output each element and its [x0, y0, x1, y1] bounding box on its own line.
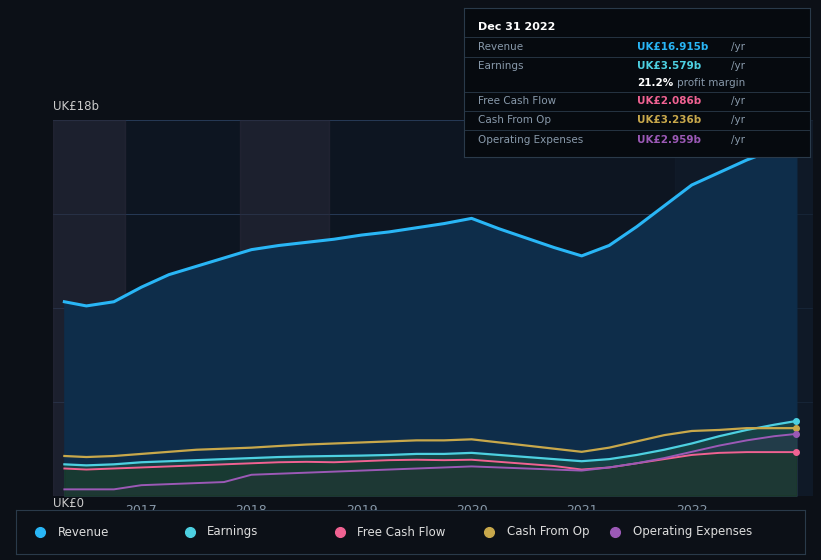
- Text: UK£16.915b: UK£16.915b: [637, 42, 709, 52]
- Text: Revenue: Revenue: [57, 525, 108, 539]
- Text: Operating Expenses: Operating Expenses: [478, 135, 583, 144]
- Text: UK£2.959b: UK£2.959b: [637, 135, 701, 144]
- Bar: [675, 120, 813, 496]
- Text: /yr: /yr: [731, 96, 745, 106]
- Text: Revenue: Revenue: [478, 42, 523, 52]
- Text: Operating Expenses: Operating Expenses: [633, 525, 752, 539]
- Text: UK£3.236b: UK£3.236b: [637, 115, 701, 125]
- Text: Earnings: Earnings: [207, 525, 259, 539]
- Text: UK£3.579b: UK£3.579b: [637, 60, 701, 71]
- Bar: [53, 120, 125, 496]
- Text: profit margin: profit margin: [677, 78, 745, 87]
- Text: Cash From Op: Cash From Op: [478, 115, 551, 125]
- Text: UK£2.086b: UK£2.086b: [637, 96, 701, 106]
- Text: /yr: /yr: [731, 60, 745, 71]
- Text: Earnings: Earnings: [478, 60, 523, 71]
- Text: /yr: /yr: [731, 42, 745, 52]
- Text: Free Cash Flow: Free Cash Flow: [357, 525, 445, 539]
- Text: /yr: /yr: [731, 115, 745, 125]
- Bar: [241, 120, 328, 496]
- Text: UK£18b: UK£18b: [53, 100, 99, 113]
- Text: 21.2%: 21.2%: [637, 78, 673, 87]
- Text: /yr: /yr: [731, 135, 745, 144]
- Text: Cash From Op: Cash From Op: [507, 525, 589, 539]
- Text: UK£0: UK£0: [53, 497, 85, 511]
- Text: Free Cash Flow: Free Cash Flow: [478, 96, 556, 106]
- Text: Dec 31 2022: Dec 31 2022: [478, 22, 555, 32]
